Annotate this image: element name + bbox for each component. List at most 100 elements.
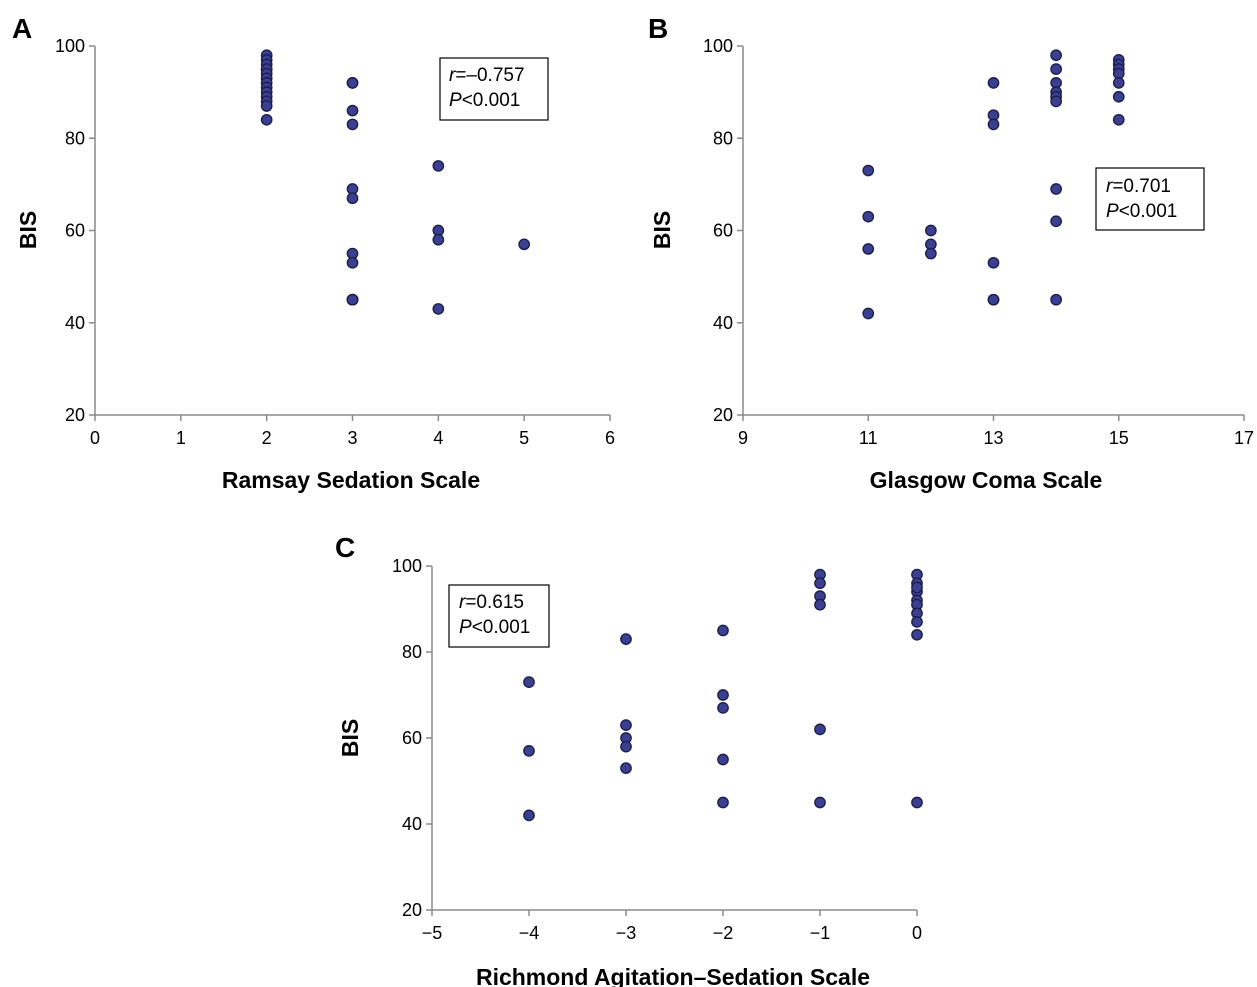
y-tick-label: 100: [55, 36, 85, 56]
x-tick-label: 15: [1109, 428, 1129, 448]
x-tick-label: 13: [983, 428, 1003, 448]
panel-letter: C: [335, 532, 355, 563]
data-point: [814, 577, 826, 590]
p-value-label: P<0.001: [1106, 201, 1177, 222]
stats-box: [448, 584, 550, 648]
correlation-label: r=0.615: [459, 592, 524, 613]
x-axis-title: Glasgow Coma Scale: [870, 467, 1103, 493]
data-point: [862, 307, 875, 320]
data-point: [911, 796, 923, 809]
data-point: [925, 224, 937, 237]
data-point: [1112, 77, 1125, 89]
data-point: [987, 293, 1000, 306]
y-tick-label: 80: [65, 128, 85, 148]
panel-letter: B: [648, 13, 668, 44]
data-point: [523, 809, 535, 822]
data-point: [432, 303, 445, 315]
panel-a: A 20 40 60 80 100 0 1 2 3 4 5 6 Ramsay Sedation Scale…: [0, 0, 630, 500]
y-tick-label: 20: [402, 900, 422, 920]
x-tick-label: 6: [605, 428, 615, 448]
y-tick-label: 100: [392, 556, 422, 576]
data-point: [925, 247, 937, 260]
y-tick-label: 80: [713, 128, 733, 148]
data-point: [260, 113, 273, 126]
data-point: [911, 616, 923, 628]
stats-box: [439, 57, 549, 121]
correlation-label: r=0.701: [1106, 176, 1171, 197]
data-point: [717, 624, 729, 637]
y-tick-label: 20: [65, 405, 85, 425]
data-point: [1112, 113, 1125, 126]
x-axis-title: Ramsay Sedation Scale: [222, 467, 480, 493]
data-point: [1050, 49, 1062, 62]
data-point: [1112, 90, 1125, 103]
data-point: [814, 796, 826, 809]
data-point: [620, 740, 632, 753]
data-point: [1050, 293, 1062, 306]
data-point: [717, 796, 729, 809]
x-tick-label: −1: [810, 923, 831, 943]
data-point: [346, 293, 359, 306]
x-tick-label: 3: [347, 428, 357, 448]
data-point: [717, 689, 729, 701]
x-tick-label: 0: [912, 923, 922, 943]
y-tick-label: 40: [713, 313, 733, 333]
x-tick-label: 11: [859, 428, 878, 448]
x-tick-label: 17: [1234, 428, 1254, 448]
data-point: [717, 753, 729, 766]
data-point: [620, 762, 632, 774]
data-point: [987, 118, 1000, 131]
p-value-label: P<0.001: [459, 617, 530, 638]
data-point: [523, 745, 535, 757]
data-point: [1050, 215, 1062, 228]
correlation-label: r=–0.757: [449, 65, 525, 86]
data-point: [987, 77, 1000, 89]
y-axis-title: BIS: [649, 211, 675, 249]
x-axis-title: Richmond Agitation–Sedation Scale: [476, 964, 870, 987]
data-point: [346, 256, 359, 269]
x-tick-label: 2: [262, 428, 272, 448]
stats-box: [1095, 167, 1205, 231]
data-point: [346, 77, 359, 89]
data-point: [620, 719, 632, 731]
data-point: [432, 233, 445, 246]
data-point: [862, 243, 875, 255]
data-point: [1050, 63, 1062, 75]
data-point: [862, 210, 875, 223]
y-tick-label: 60: [402, 728, 422, 748]
scatter-chart-b: B 20 40 60 80 100 9 11 13 15 17 Glasgow Coma Scale B…: [648, 13, 1254, 493]
x-tick-label: −3: [616, 923, 637, 943]
x-tick-label: −2: [713, 923, 734, 943]
data-point: [260, 100, 273, 112]
x-tick-label: 4: [433, 428, 443, 448]
panel-letter: A: [12, 13, 32, 44]
x-tick-label: 5: [519, 428, 529, 448]
data-point: [862, 164, 875, 177]
x-tick-label: −4: [519, 923, 540, 943]
y-tick-label: 100: [703, 36, 733, 56]
panel-b: B 20 40 60 80 100 9 11 13 15 17 Glasgow Coma Scale B…: [630, 0, 1257, 500]
scatter-chart-c: C 20 40 60 80 100 −5 −4 −3 −2 −1 0 Richmond Agitatio…: [335, 532, 923, 987]
data-point: [814, 598, 826, 611]
data-point: [346, 192, 359, 205]
data-point: [987, 256, 1000, 269]
y-axis-title: BIS: [337, 719, 363, 757]
data-point: [523, 676, 535, 688]
x-tick-label: 1: [176, 428, 186, 448]
x-tick-label: 9: [738, 428, 748, 448]
data-point: [432, 160, 445, 172]
data-point: [518, 238, 531, 251]
y-tick-label: 20: [713, 405, 733, 425]
data-point: [1050, 183, 1062, 195]
data-point: [814, 723, 826, 736]
x-tick-label: −5: [422, 923, 443, 943]
data-point: [911, 581, 923, 594]
y-tick-label: 80: [402, 642, 422, 662]
data-point: [1050, 95, 1062, 108]
data-point: [717, 702, 729, 714]
y-tick-label: 40: [65, 313, 85, 333]
p-value-label: P<0.001: [449, 90, 520, 111]
panel-c: C 20 40 60 80 100 −5 −4 −3 −2 −1 0 Richmond Agitatio…: [330, 525, 930, 987]
y-tick-label: 60: [713, 221, 733, 241]
scatter-chart-a: A 20 40 60 80 100 0 1 2 3 4 5 6 Ramsay Sedation Scale…: [12, 13, 615, 493]
